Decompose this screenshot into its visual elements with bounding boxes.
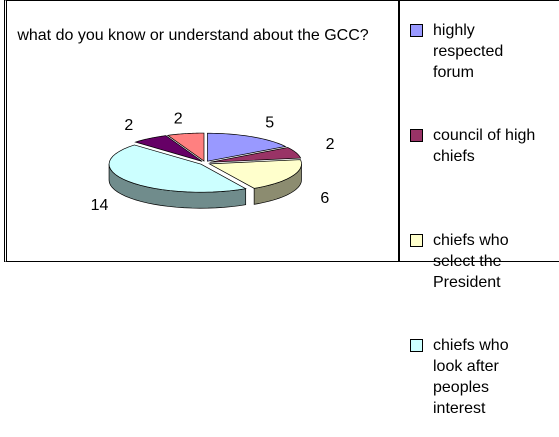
slice — [166, 132, 205, 162]
legend-item: chiefs who look after peoples interest — [410, 335, 540, 419]
slice — [208, 159, 302, 189]
slice — [207, 132, 287, 162]
chart-title: what do you know or understand about the… — [17, 27, 369, 44]
legend-swatch — [410, 234, 423, 247]
legend-label: chiefs who select the President — [433, 232, 509, 291]
legend-item: council of high chiefs — [410, 125, 540, 167]
data-label: 2 — [124, 117, 133, 134]
slice — [134, 135, 203, 162]
legend-label: highly respected forum — [433, 22, 504, 81]
legend-swatch — [410, 24, 423, 37]
data-label: 6 — [320, 190, 329, 207]
legend-item: highly respected forum — [410, 20, 540, 83]
legend-swatch — [410, 339, 423, 352]
legend-label: council of high chiefs — [433, 127, 536, 165]
slice — [209, 147, 302, 163]
legend-label: chiefs who look after peoples interest — [433, 337, 509, 417]
data-label: 14 — [91, 197, 109, 214]
data-label: 2 — [326, 136, 335, 153]
legend-swatch — [410, 129, 423, 142]
data-label: 2 — [174, 110, 183, 127]
slice — [108, 144, 247, 193]
data-label: 5 — [265, 115, 274, 132]
legend-box — [398, 0, 559, 262]
legend-item: chiefs who select the President — [410, 230, 540, 293]
